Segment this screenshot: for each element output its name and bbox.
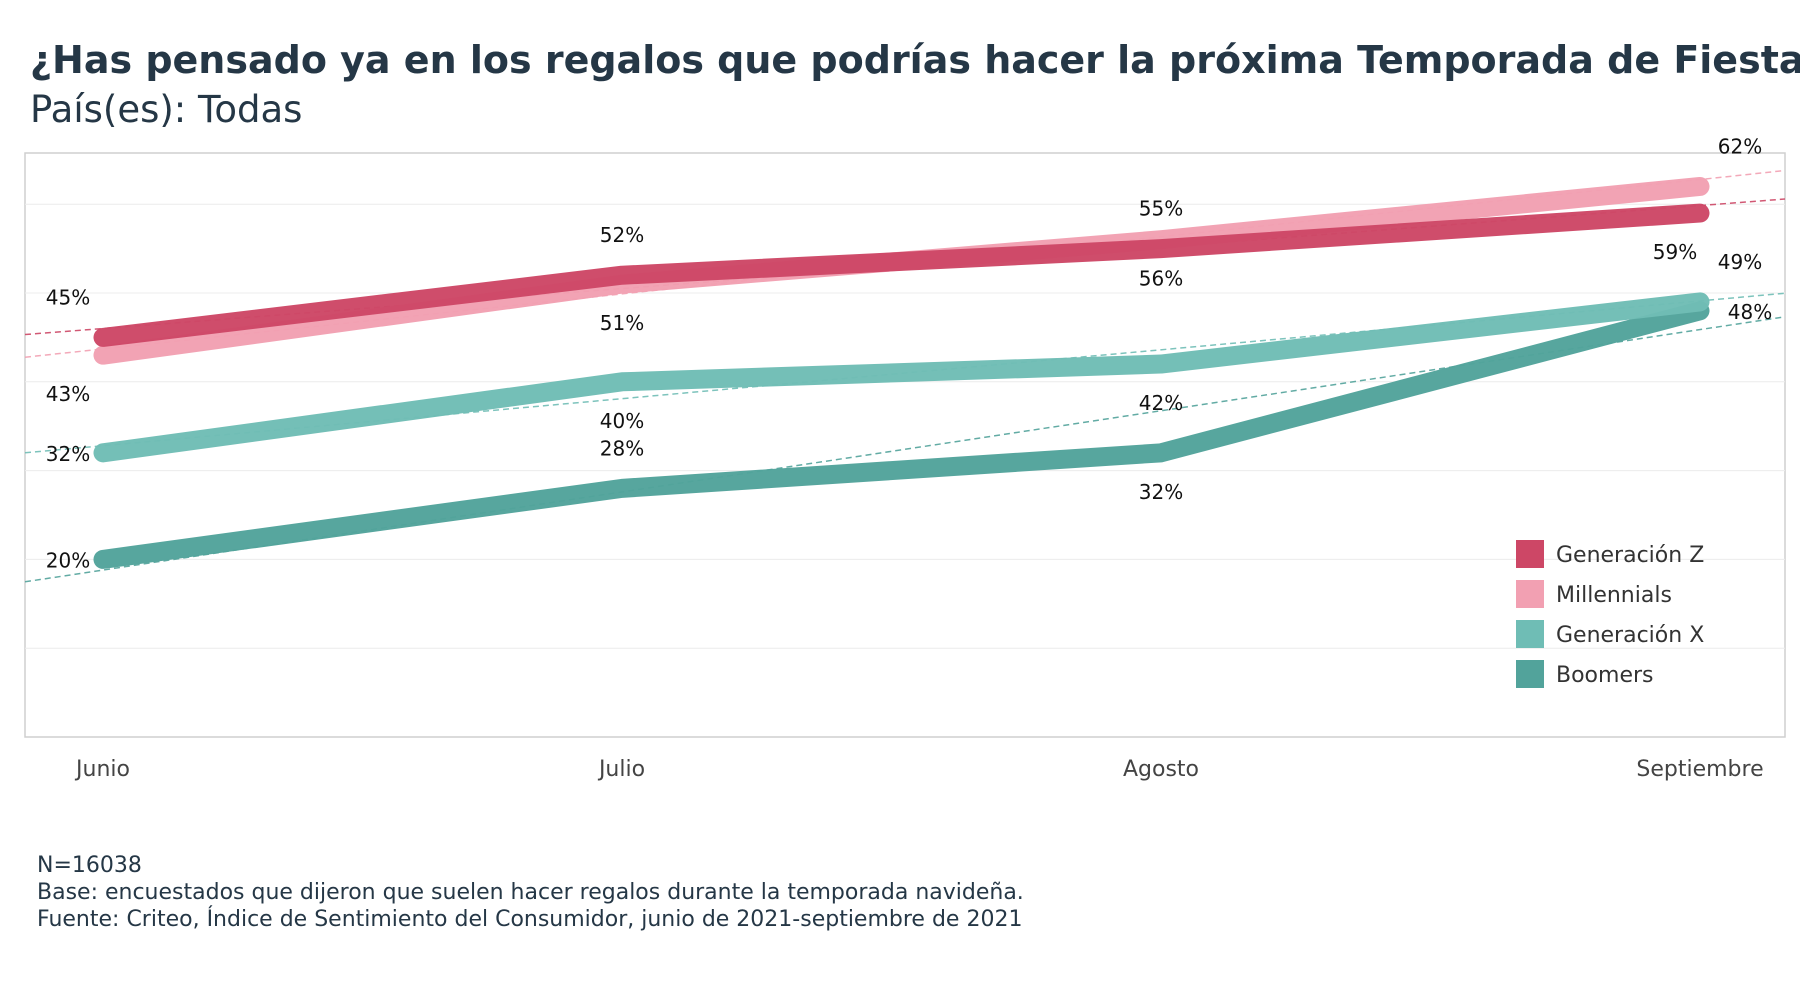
x-axis: Junio Julio Agosto Septiembre <box>74 757 1764 782</box>
data-label: 49% <box>1718 250 1762 274</box>
footer-notes: N=16038 Base: encuestados que dijeron qu… <box>37 852 1024 933</box>
legend: Generación Z Millennials Generación X Boome… <box>1516 540 1704 688</box>
legend-swatch <box>1516 580 1544 608</box>
data-label: 48% <box>1728 300 1772 324</box>
data-label: 32% <box>46 442 90 466</box>
data-label: 43% <box>46 382 90 406</box>
x-tick-label: Agosto <box>1123 757 1199 782</box>
x-tick-label: Septiembre <box>1636 757 1763 782</box>
data-label: 28% <box>600 436 644 460</box>
data-label: 20% <box>46 548 90 572</box>
legend-label: Generación Z <box>1556 543 1704 568</box>
data-label: 59% <box>1653 240 1697 264</box>
chart-title: ¿Has pensado ya en los regalos que podrí… <box>30 38 1800 82</box>
data-label: 40% <box>600 409 644 433</box>
data-label: 32% <box>1139 480 1183 504</box>
plot-frame <box>24 152 1786 738</box>
data-label: 55% <box>1139 197 1183 221</box>
legend-swatch <box>1516 660 1544 688</box>
chart-subtitle: País(es): Todas <box>30 88 303 131</box>
data-label: 45% <box>46 285 90 309</box>
series-line <box>93 301 1710 569</box>
legend-label: Millennials <box>1556 583 1672 608</box>
data-label: 52% <box>600 223 644 247</box>
x-tick-label: Julio <box>597 757 645 782</box>
data-label: 51% <box>600 311 644 335</box>
data-label: 62% <box>1718 134 1762 158</box>
legend-swatch <box>1516 540 1544 568</box>
legend-label: Boomers <box>1556 663 1654 688</box>
source-note: Fuente: Criteo, Índice de Sentimiento de… <box>37 907 1023 932</box>
series-line <box>93 203 1710 347</box>
sample-size-note: N=16038 <box>37 853 142 878</box>
data-labels: 45% 52% 55% 59% 43% 51% 56% 62% 32% 40% 42% 49% 20% 2… <box>46 134 1772 572</box>
legend-label: Generación X <box>1556 623 1704 648</box>
data-label: 56% <box>1139 267 1183 291</box>
legend-swatch <box>1516 620 1544 648</box>
series-lines <box>93 176 1710 569</box>
x-tick-label: Junio <box>74 757 130 782</box>
series-line <box>93 292 1710 463</box>
base-note: Base: encuestados que dijeron que suelen… <box>37 880 1024 905</box>
data-label: 42% <box>1139 391 1183 415</box>
